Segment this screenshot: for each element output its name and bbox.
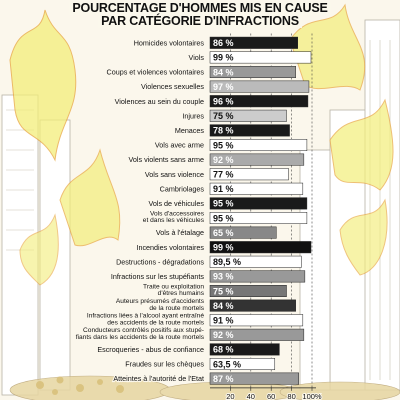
value-label: 91 % bbox=[213, 184, 234, 194]
x-tick-label: 100% bbox=[302, 392, 322, 400]
bar bbox=[209, 197, 308, 210]
category-label: des accidents de la route mortels bbox=[107, 319, 204, 326]
value-label: 75 % bbox=[213, 286, 234, 296]
category-label: Violences sexuelles bbox=[141, 82, 204, 91]
chart-title-line-2: PAR CATÉGORIE D'INFRACTIONS bbox=[98, 15, 302, 28]
value-label: 93 % bbox=[213, 272, 234, 282]
category-label: Coups et violences volontaires bbox=[107, 68, 205, 77]
chart-title-line-1: POURCENTAGE D'HOMMES MIS EN CAUSE bbox=[69, 2, 331, 15]
value-label: 92 % bbox=[213, 330, 234, 340]
value-label: 99 % bbox=[213, 53, 234, 63]
value-label: 99 % bbox=[213, 243, 234, 253]
category-label: Incendies volontaires bbox=[136, 243, 204, 252]
category-label: Vols sans violence bbox=[145, 170, 204, 179]
value-label: 95 % bbox=[213, 213, 234, 223]
category-label: Vols de véhicules bbox=[148, 199, 204, 208]
bar bbox=[209, 66, 296, 78]
bar bbox=[209, 109, 287, 122]
bar bbox=[209, 153, 305, 166]
bar bbox=[209, 241, 312, 254]
chart-title: POURCENTAGE D'HOMMES MIS EN CAUSE PAR CA… bbox=[0, 2, 400, 28]
bar bbox=[209, 124, 290, 137]
value-label: 95 % bbox=[213, 140, 234, 150]
value-label: 75 % bbox=[213, 111, 234, 121]
bar bbox=[209, 328, 305, 341]
category-label: Vols à l'étalage bbox=[156, 228, 204, 237]
value-label: 89,5 % bbox=[213, 257, 241, 267]
value-label: 97 % bbox=[213, 82, 234, 92]
x-tick-label: 60 bbox=[267, 392, 275, 400]
value-label: 78 % bbox=[213, 126, 234, 136]
category-label: Vols d'accessoires bbox=[150, 210, 205, 217]
value-label: 84 % bbox=[213, 301, 234, 311]
bar bbox=[209, 182, 304, 195]
category-label: Traite ou exploitation bbox=[143, 283, 204, 290]
bar bbox=[209, 270, 306, 283]
bar bbox=[209, 372, 299, 385]
bar bbox=[209, 139, 308, 151]
category-label: Infractions liées à l'alcool ayant entra… bbox=[87, 313, 204, 320]
category-label: Escroqueries - abus de confiance bbox=[97, 345, 204, 354]
bar bbox=[209, 168, 289, 181]
category-label: fiants dans les accidents de la route mo… bbox=[76, 334, 205, 341]
category-label: Vols avec arme bbox=[155, 141, 204, 150]
category-label: Infractions sur les stupéfiants bbox=[111, 272, 204, 281]
value-label: 91 % bbox=[213, 316, 234, 326]
category-label: Auteurs présumés d'accidents bbox=[116, 298, 205, 305]
category-label: Conducteurs contrôlés positifs aux stupé… bbox=[83, 327, 204, 334]
x-tick-label: 40 bbox=[247, 392, 255, 400]
value-label: 92 % bbox=[213, 155, 234, 165]
value-label: 77 % bbox=[213, 170, 234, 180]
bar bbox=[209, 314, 304, 327]
bar bbox=[209, 285, 287, 297]
category-label: Menaces bbox=[175, 126, 205, 135]
bar bbox=[209, 80, 310, 93]
bar bbox=[209, 226, 277, 239]
value-label: 87 % bbox=[213, 374, 234, 384]
bar bbox=[209, 36, 298, 49]
value-label: 68 % bbox=[213, 345, 234, 355]
category-label: Cambriolages bbox=[160, 184, 205, 193]
bar bbox=[209, 358, 276, 370]
bar bbox=[209, 343, 280, 356]
x-tick-label: 80 bbox=[287, 392, 295, 400]
bar bbox=[209, 255, 302, 268]
category-label: Injures bbox=[182, 111, 204, 120]
bar bbox=[209, 299, 296, 312]
category-label: Destructions - dégradations bbox=[116, 257, 204, 266]
value-label: 95 % bbox=[213, 199, 234, 209]
category-label: Vols violents sans arme bbox=[128, 155, 204, 164]
bar bbox=[209, 212, 308, 224]
category-label: et dans les véhicules bbox=[143, 217, 205, 224]
category-label: Violences au sein du couple bbox=[115, 97, 204, 106]
category-label: Fraudes sur les chèques bbox=[125, 360, 204, 369]
bar bbox=[209, 95, 309, 108]
value-label: 63,5 % bbox=[213, 359, 241, 369]
category-label: de la route mortels bbox=[149, 305, 204, 312]
category-label: d'êtres humains bbox=[158, 290, 205, 297]
category-label: Atteintes à l'autorité de l'Etat bbox=[113, 374, 204, 383]
category-label: Homicides volontaires bbox=[134, 38, 205, 47]
value-label: 84 % bbox=[213, 67, 234, 77]
x-tick-label: 20 bbox=[226, 392, 234, 400]
category-label: Viols bbox=[189, 53, 205, 62]
bar bbox=[209, 51, 312, 64]
value-label: 96 % bbox=[213, 97, 234, 107]
value-label: 86 % bbox=[213, 38, 234, 48]
value-label: 65 % bbox=[213, 228, 234, 238]
